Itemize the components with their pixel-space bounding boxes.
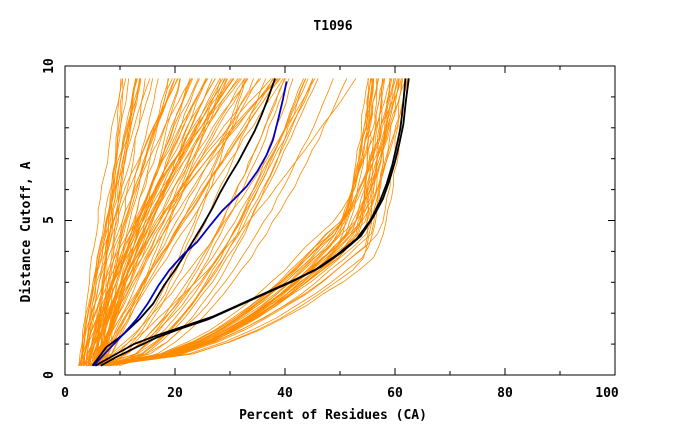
series-line (105, 78, 384, 367)
series-line (79, 78, 141, 366)
y-tick-label: 10 (42, 58, 57, 74)
series-line (99, 78, 127, 366)
axis-ticks (64, 65, 616, 376)
series-line (96, 78, 309, 367)
series-line (77, 78, 181, 366)
series-line (102, 78, 305, 367)
series-line (98, 78, 284, 366)
series-line (109, 78, 267, 367)
series-line (109, 78, 400, 367)
series-line (104, 78, 282, 366)
series-line (82, 78, 123, 366)
x-tick-label: 100 (595, 386, 619, 401)
series-line (94, 78, 392, 367)
series-line (82, 78, 239, 366)
y-tick-label: 0 (42, 371, 57, 379)
series-line (86, 78, 357, 367)
series-line (104, 78, 170, 366)
series-line (91, 78, 159, 366)
series-line (113, 78, 314, 367)
series-line (96, 78, 246, 367)
series-line (116, 78, 285, 367)
series-line (94, 78, 262, 366)
series-line (98, 78, 378, 367)
highlighted-series-group (91, 78, 410, 367)
series-line (106, 78, 374, 367)
series-line (91, 78, 409, 367)
series-line (111, 78, 290, 367)
series-line (102, 78, 286, 367)
series-line (104, 78, 242, 366)
series-line (90, 78, 400, 367)
x-tick-label: 80 (497, 386, 513, 401)
y-axis-label: Distance Cutoff, A (19, 161, 34, 302)
highlighted-series-line (91, 78, 276, 367)
series-line (85, 78, 178, 366)
series-line (93, 78, 272, 366)
series-line (96, 78, 398, 367)
y-tick-label: 5 (42, 216, 57, 224)
series-line (99, 78, 207, 366)
series-line (115, 78, 319, 367)
series-line (100, 78, 216, 366)
series-line (91, 78, 395, 367)
series-line (118, 78, 348, 367)
highlighted-series-line (92, 81, 288, 367)
series-line (83, 78, 232, 366)
series-line (96, 78, 254, 366)
series-line (92, 78, 169, 366)
series-line (105, 78, 200, 366)
x-axis-label: Percent of Residues (CA) (239, 408, 427, 423)
series-line (80, 78, 153, 366)
orange-series-bundle (77, 78, 409, 367)
series-line (86, 78, 151, 366)
series-line (109, 78, 370, 367)
x-tick-label: 60 (387, 386, 403, 401)
series-line (80, 78, 260, 366)
series-line (98, 78, 334, 367)
series-line (104, 78, 408, 367)
series-line (93, 78, 372, 367)
highlighted-series-line (94, 78, 410, 367)
series-line (89, 78, 316, 367)
series-line (94, 78, 208, 366)
series-line (103, 78, 248, 366)
series-line (90, 78, 391, 367)
x-tick-label: 40 (277, 386, 293, 401)
series-line (92, 78, 314, 367)
x-tick-label: 0 (61, 386, 69, 401)
chart-title: T1096 (313, 19, 352, 34)
series-line (100, 78, 402, 367)
series-line (94, 78, 373, 367)
series-line (95, 78, 409, 367)
x-tick-label: 20 (167, 386, 183, 401)
series-line (96, 78, 275, 366)
